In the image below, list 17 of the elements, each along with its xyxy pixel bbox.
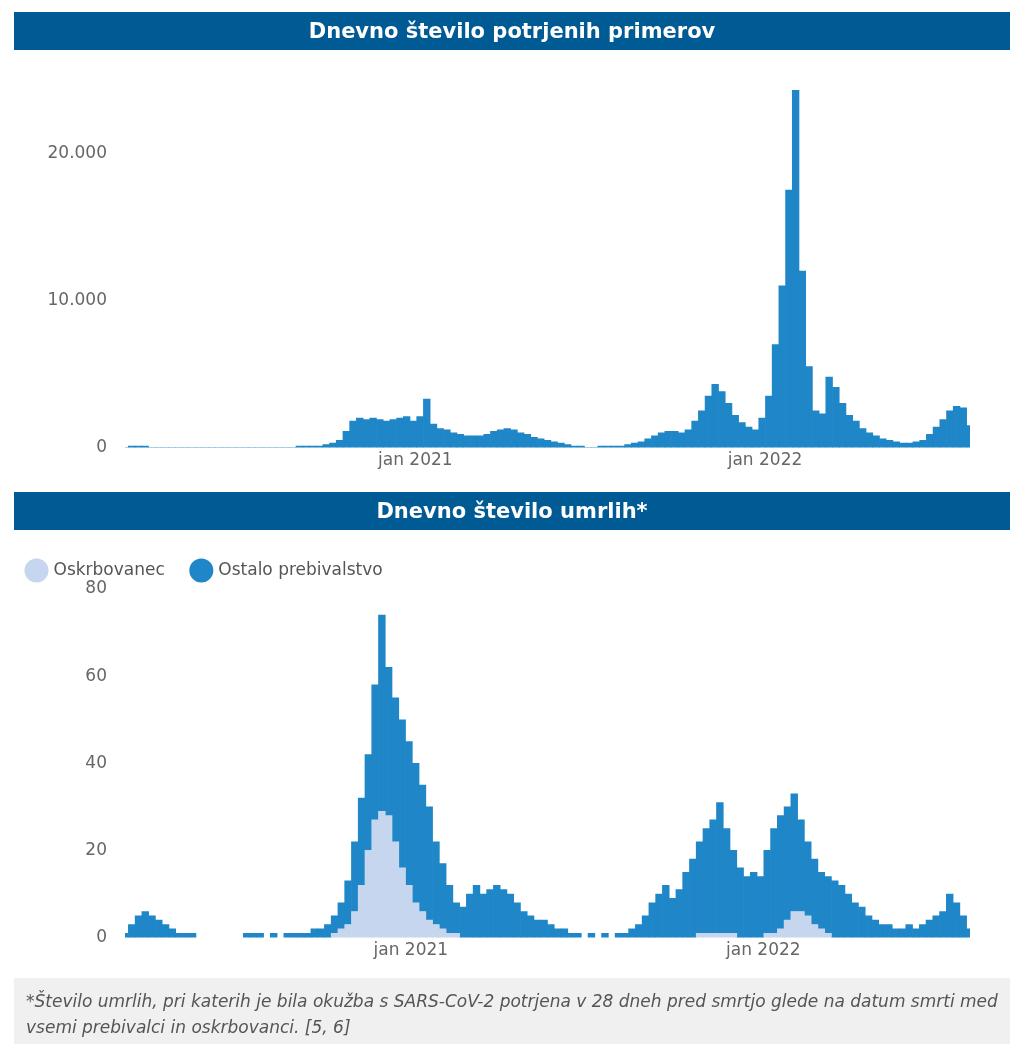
x-tick-label: jan 2021 — [372, 939, 449, 960]
y-tick-label: 60 — [85, 664, 107, 685]
y-tick-label: 20.000 — [47, 141, 107, 162]
y-tick-label: 40 — [85, 751, 107, 772]
x-tick-label: jan 2022 — [725, 939, 801, 960]
y-tick-label: 20 — [85, 838, 107, 859]
legend-label: Ostalo prebivalstvo — [218, 558, 383, 579]
x-tick-label: jan 2021 — [376, 449, 453, 470]
chart-title: Dnevno število umrlih* — [14, 492, 1010, 530]
x-tick-label: jan 2022 — [726, 449, 803, 470]
legend-label: Oskrbovanec — [53, 558, 165, 579]
text: *Število umrlih, pri katerih je bila okužba s SARS-CoV-2 potrjena v 28 dneh pred smrtjo glede na datum smrti med vsemi prebivalci in oskrbovanci. [5, 6] — [14, 978, 1010, 1044]
y-tick-label: 0 — [96, 926, 107, 947]
y-tick-label: 0 — [96, 436, 107, 457]
y-tick-label: 80 — [85, 577, 107, 598]
chart-title: Dnevno število potrjenih primerov — [14, 12, 1010, 50]
y-tick-label: 10.000 — [47, 288, 107, 309]
